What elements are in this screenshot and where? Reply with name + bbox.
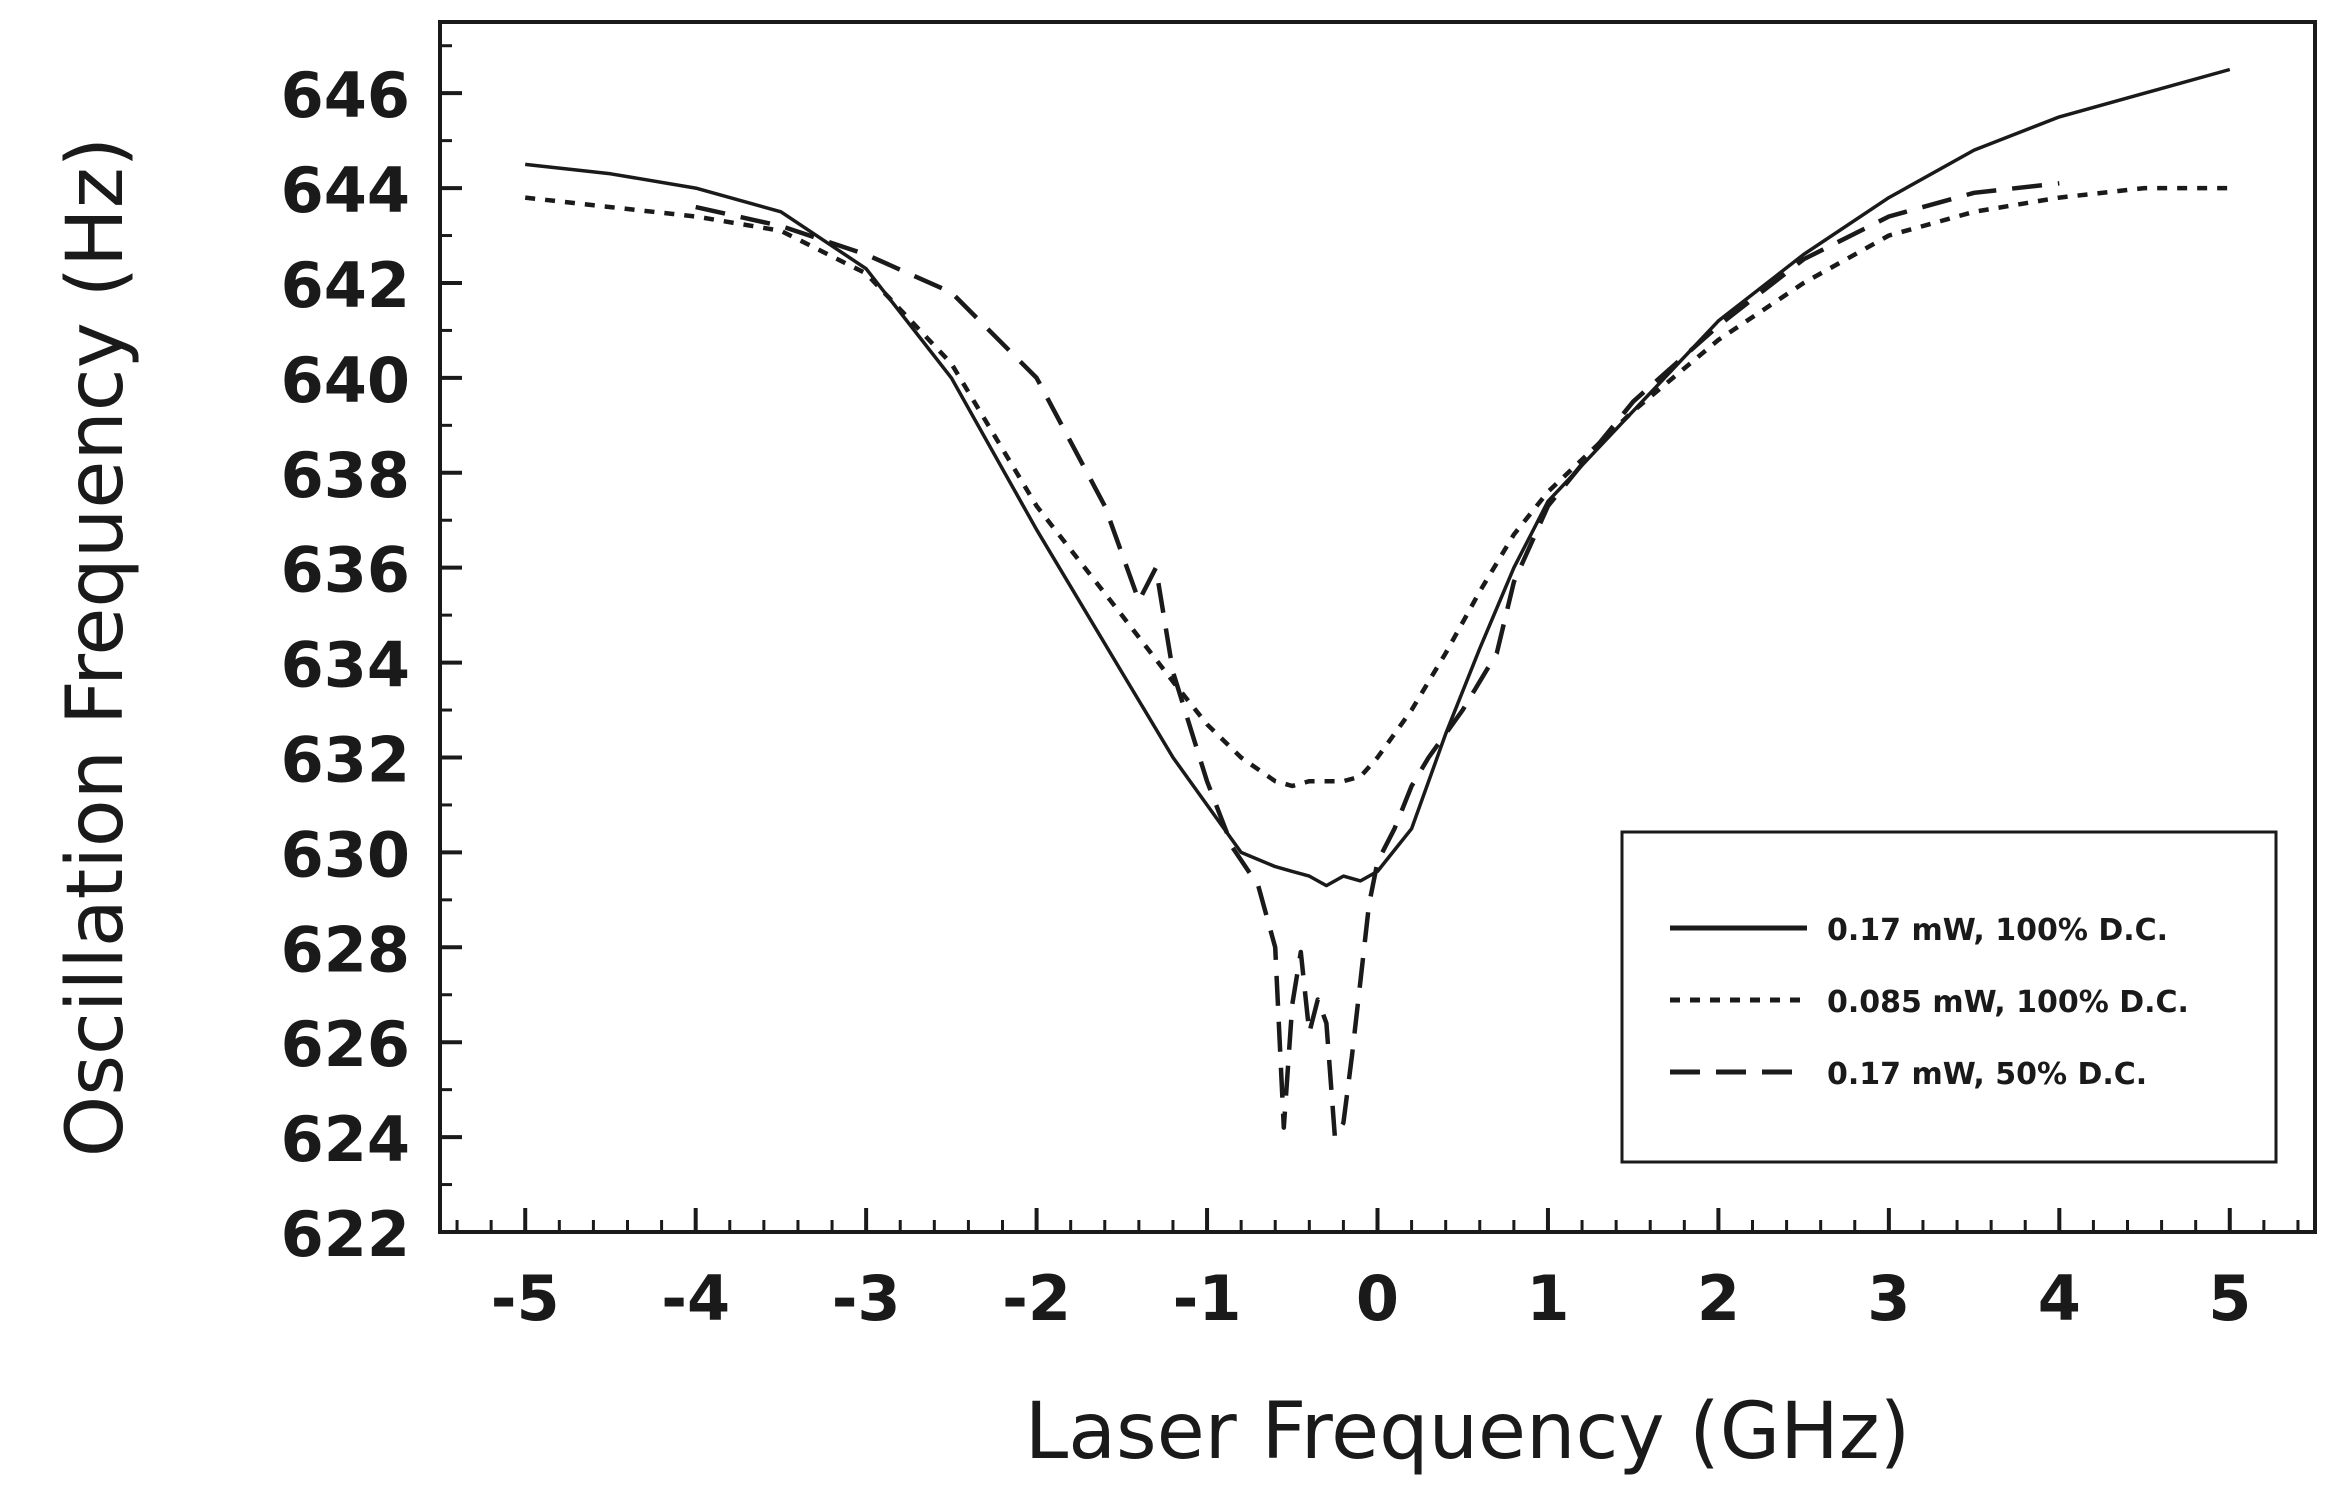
y-tick-label: 640 — [281, 344, 410, 417]
series-line-solid — [525, 67, 2231, 888]
x-axis-ticks: -5 -4 -3 -2 -1 0 1 2 3 4 5 — [455, 1208, 2300, 1335]
x-tick-label: 3 — [1867, 1262, 1910, 1335]
series-layer — [524, 67, 2231, 1140]
legend-box — [1620, 830, 2278, 1164]
y-tick-label: 638 — [281, 439, 410, 512]
x-tick-label: -4 — [661, 1262, 730, 1335]
x-tick-label: -3 — [832, 1262, 901, 1335]
x-tick-label: 4 — [2038, 1262, 2081, 1335]
y-tick-label: 636 — [281, 534, 410, 607]
legend: 0.17 mW, 100% D.C. 0.085 mW, 100% D.C. 0.1… — [1620, 830, 2278, 1164]
series-line-dashed — [695, 181, 2060, 1140]
y-axis-title: Oscillation Frequency (Hz) — [51, 137, 141, 1157]
y-tick-label: 646 — [281, 59, 410, 132]
y-tick-label: 632 — [281, 723, 410, 796]
series-line-dotted — [524, 185, 2230, 789]
y-tick-label: 642 — [281, 249, 410, 322]
y-axis-ticks: 622 624 626 628 630 632 634 636 638 640 642 644 646 — [281, 44, 462, 1271]
x-tick-label: 0 — [1356, 1262, 1399, 1335]
x-tick-label: -2 — [1002, 1262, 1071, 1335]
y-tick-label: 634 — [281, 629, 410, 702]
y-tick-label: 622 — [281, 1198, 410, 1271]
y-tick-label: 624 — [281, 1103, 410, 1176]
legend-items: 0.17 mW, 100% D.C. 0.085 mW, 100% D.C. 0.1… — [1670, 913, 2189, 1092]
x-tick-label: -1 — [1173, 1262, 1242, 1335]
y-tick-label: 644 — [281, 154, 410, 227]
x-tick-label: 5 — [2208, 1262, 2251, 1335]
x-tick-label: 1 — [1526, 1262, 1569, 1335]
legend-label: 0.085 mW, 100% D.C. — [1827, 985, 2189, 1020]
x-axis-title: Laser Frequency (GHz) — [1025, 1387, 1910, 1477]
y-tick-label: 630 — [281, 818, 410, 891]
legend-label: 0.17 mW, 50% D.C. — [1827, 1057, 2147, 1092]
y-tick-label: 628 — [281, 913, 410, 986]
legend-label: 0.17 mW, 100% D.C. — [1827, 913, 2168, 948]
x-tick-label: -5 — [491, 1262, 560, 1335]
y-tick-label: 626 — [281, 1008, 410, 1081]
x-tick-label: 2 — [1697, 1262, 1740, 1335]
